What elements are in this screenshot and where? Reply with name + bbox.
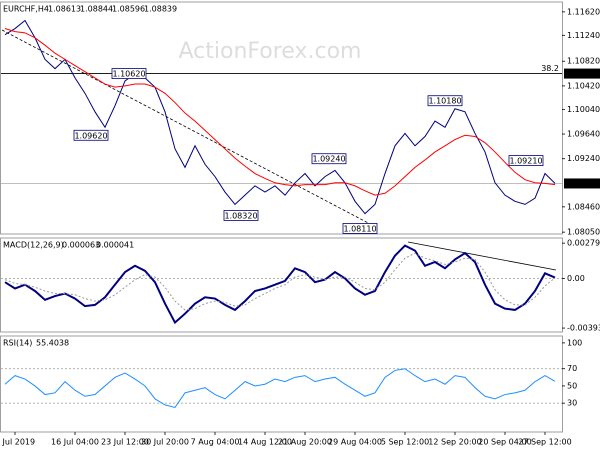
series-line [4, 368, 556, 409]
annotation-box [311, 153, 347, 165]
y-tick-label: 100 [567, 338, 582, 347]
y-tick-label: 1.09640 [567, 130, 600, 139]
annotation-label: 1.10180 [428, 97, 461, 106]
y-tick-label: 1.08050 [567, 228, 600, 237]
x-tick-label: 21 Aug 20:00 [278, 438, 332, 447]
panel-reading: 1.08613 [48, 5, 81, 14]
annotation-box [427, 95, 463, 107]
panel-title: RSI(14) [3, 339, 32, 348]
y-tick-label: 1.11240 [567, 31, 600, 40]
x-tick-label: 12 Sep 20:00 [428, 438, 481, 447]
series-line [4, 28, 556, 196]
annotation-box [342, 223, 378, 234]
price-tag [564, 178, 600, 189]
y-tick-label: 0.002793 [567, 239, 600, 248]
panel-reading: 0.000041 [96, 241, 134, 250]
y-tick-label: 1.08460 [567, 202, 600, 211]
price-tag [564, 68, 600, 79]
annotation-label: 1.08110 [343, 224, 376, 233]
trend-line [407, 241, 557, 271]
annotation-label: 1.09210 [509, 157, 542, 166]
panel-reading: 1.08839 [144, 5, 177, 14]
y-tick-label: 30 [567, 399, 577, 408]
panel-reading: 1.08596 [112, 5, 145, 14]
x-tick-label: 20 Sep 04:00 [478, 438, 531, 447]
annotation-label: 1.09240 [312, 155, 345, 164]
x-tick-label: 5 Sep 12:00 [381, 438, 429, 447]
panel-frame [0, 1, 563, 235]
annotation-label: 1.10620 [112, 70, 145, 79]
price-tag-label: 1.10620 [567, 70, 600, 79]
y-tick-label: 0.00 [567, 274, 585, 283]
panel-reading: 1.08844 [80, 5, 113, 14]
y-tick-label: 70 [567, 364, 577, 373]
x-tick-label: 29 Aug 04:00 [328, 438, 382, 447]
annotation-box [73, 129, 109, 141]
panel-reading: 55.4038 [36, 339, 69, 348]
annotation-box [111, 68, 147, 79]
x-tick-label: 27 Sep 12:00 [518, 438, 571, 447]
price-tag-label: 1.08839 [567, 179, 600, 188]
y-tick-label: -0.003938 [567, 324, 600, 333]
panel-frame [0, 237, 563, 333]
y-tick-label: 1.10040 [567, 105, 600, 114]
fib-label: 38.2 [541, 64, 559, 73]
x-tick-label: 30 Jul 20:00 [141, 438, 189, 447]
series-line [4, 252, 556, 311]
panel-reading: 0.000063 [62, 241, 100, 250]
annotation-box [223, 210, 259, 221]
y-tick-label: 50 [567, 381, 577, 390]
x-tick-label: 8 Jul 2019 [0, 438, 35, 447]
panel-title: EURCHF,H4 [3, 5, 49, 14]
annotation-label: 1.09620 [74, 131, 107, 140]
x-tick-label: 16 Jul 04:00 [51, 438, 99, 447]
series-line [4, 244, 556, 325]
watermark: ActionForex.com [179, 39, 362, 64]
y-tick-label: 1.10820 [567, 57, 600, 66]
series-line [4, 19, 556, 215]
panel-frame [0, 335, 563, 433]
panel-title: MACD(12,26,9) [3, 241, 64, 250]
annotation-label: 1.08320 [224, 211, 257, 220]
y-tick-label: 1.09240 [567, 154, 600, 163]
x-tick-label: 7 Aug 04:00 [191, 438, 240, 447]
y-tick-label: 1.10420 [567, 81, 600, 90]
x-tick-label: 23 Jul 12:00 [101, 438, 149, 447]
annotation-box [508, 155, 544, 166]
x-tick-label: 14 Aug 12:00 [238, 438, 292, 447]
y-tick-label: 1.11620 [567, 7, 600, 16]
